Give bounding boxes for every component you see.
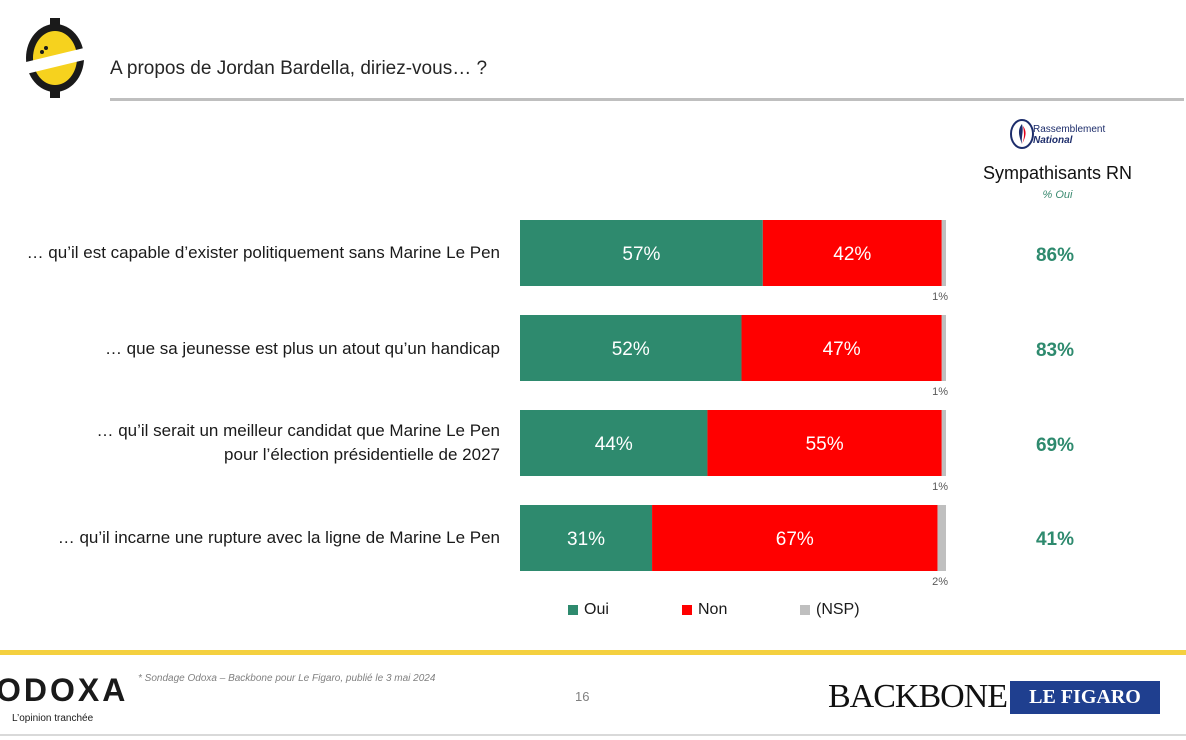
label-oui-1: 57%	[622, 244, 660, 265]
bar-oui-3	[520, 410, 708, 476]
legend-oui: Oui	[568, 601, 609, 619]
label-oui-2: 52%	[612, 339, 650, 360]
source-note: * Sondage Odoxa – Backbone pour Le Figar…	[138, 673, 436, 684]
rn-value-1: 86%	[1035, 245, 1075, 266]
rn-logo-line1: Rassemblement	[1033, 124, 1106, 135]
label-oui-3: 44%	[595, 434, 633, 455]
row-label-2-line-1: … que sa jeunesse est plus un atout qu’u…	[104, 339, 500, 358]
stacked-bar-chart: 57% 42% 1% 52% 47% 1% 44% 55% 1% 31% 67% 2%	[520, 220, 948, 588]
label-nsp-1: 1%	[932, 291, 948, 303]
backbone-logo: BACKBONE	[828, 678, 1008, 715]
label-non-3: 55%	[806, 434, 844, 455]
legend-oui-swatch	[568, 605, 578, 615]
legend-nsp-label: (NSP)	[816, 601, 860, 618]
bar-non-4	[652, 505, 938, 571]
rn-flame-icon	[1010, 119, 1034, 149]
footer-divider	[0, 734, 1186, 736]
legend-non-swatch	[682, 605, 692, 615]
label-nsp-3: 1%	[932, 481, 948, 493]
row-label-2: … que sa jeunesse est plus un atout qu’u…	[105, 337, 500, 361]
rn-column-title: Sympathisants RN	[982, 163, 1133, 183]
bar-oui-2	[520, 315, 742, 381]
label-non-4: 67%	[776, 529, 814, 550]
label-nsp-2: 1%	[932, 386, 948, 398]
bar-nsp-3	[941, 410, 946, 476]
page-title: A propos de Jordan Bardella, diriez-vous…	[110, 58, 488, 79]
legend-non-label: Non	[698, 601, 728, 618]
bar-oui-1	[520, 220, 763, 286]
label-oui-4: 31%	[567, 529, 605, 550]
rn-value-4: 41%	[1035, 529, 1075, 550]
bar-non-1	[762, 220, 942, 286]
bar-non-3	[707, 410, 942, 476]
bar-nsp-4	[937, 505, 946, 571]
footer-accent-band	[0, 650, 1186, 655]
rn-logo-line2: National	[1033, 135, 1073, 146]
rn-value-2: 83%	[1035, 340, 1075, 361]
title-divider	[110, 98, 1184, 101]
rn-logo-text: Rassemblement National	[1033, 124, 1105, 146]
legend-oui-label: Oui	[584, 601, 609, 618]
row-label-3-line-1: … qu’il serait un meilleur candidat que …	[96, 421, 500, 440]
odoxa-tagline: L’opinion tranchée	[12, 713, 94, 724]
le-figaro-logo: LE FIGARO	[1010, 681, 1160, 714]
label-non-1: 42%	[833, 244, 871, 265]
row-label-4: … qu’il incarne une rupture avec la lign…	[58, 526, 500, 550]
odoxa-wordmark: ODOXA	[0, 672, 129, 708]
row-label-3: … qu’il serait un meilleur candidat que …	[96, 419, 500, 467]
legend-non: Non	[682, 601, 727, 619]
rn-value-3: 69%	[1035, 435, 1075, 456]
odoxa-logo-mark	[26, 18, 84, 98]
legend-nsp-swatch	[800, 605, 810, 615]
page-number: 16	[575, 689, 590, 704]
bar-nsp-2	[941, 315, 946, 381]
legend-nsp: (NSP)	[800, 601, 860, 619]
row-label-1: … qu’il est capable d’exister politiquem…	[27, 241, 500, 265]
row-label-4-line-1: … qu’il incarne une rupture avec la lign…	[57, 528, 500, 547]
bar-nsp-1	[941, 220, 946, 286]
bar-non-2	[741, 315, 942, 381]
rn-column-subtitle: % Oui	[1042, 189, 1073, 201]
bar-oui-4	[520, 505, 653, 571]
label-nsp-4: 2%	[932, 576, 948, 588]
label-non-2: 47%	[823, 339, 861, 360]
row-label-3-line-2: pour l’élection présidentielle de 2027	[224, 445, 500, 464]
row-label-1-line-1: … qu’il est capable d’exister politiquem…	[26, 243, 500, 262]
